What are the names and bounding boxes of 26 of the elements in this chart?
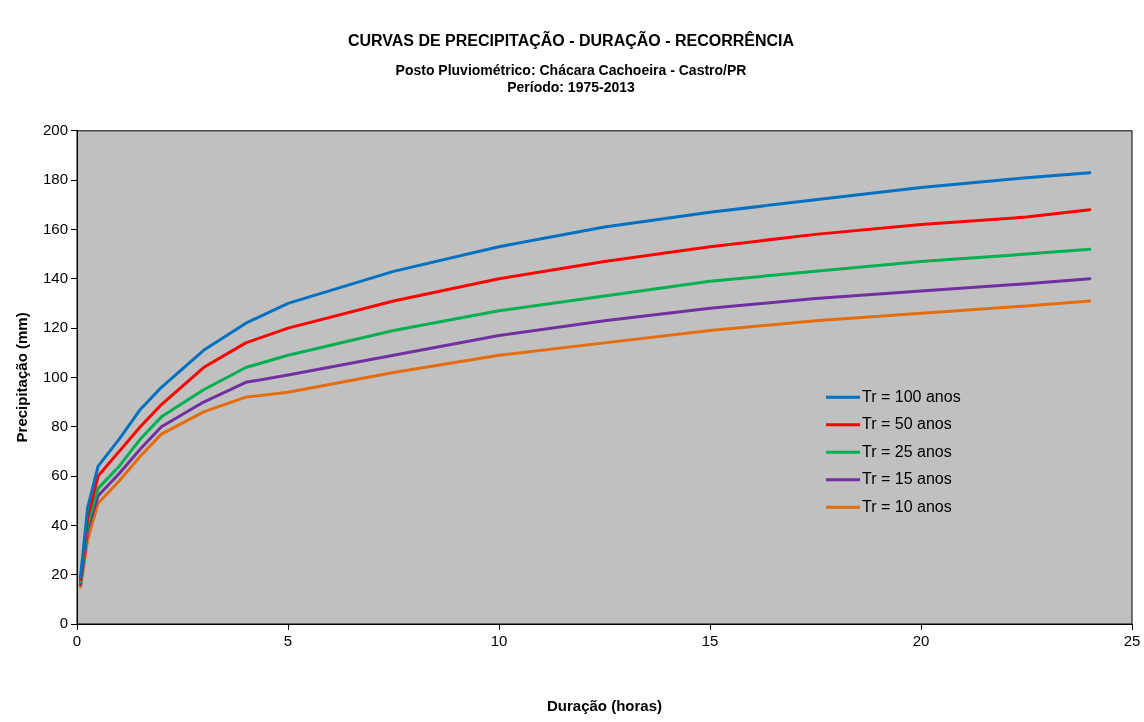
y-tick-label: 0 (59, 614, 69, 632)
chart-title: CURVAS DE PRECIPITAÇÃO - DURAÇÃO - RECORRÊNCIA (347, 30, 795, 50)
x-axis-title: Duração (horas) (547, 697, 663, 715)
legend-label: Tr = 10 anos (862, 497, 952, 515)
y-tick-label: 180 (43, 170, 69, 188)
y-tick-label: 140 (43, 268, 69, 286)
x-tick-label: 20 (912, 632, 930, 650)
x-tick-label: 25 (1123, 632, 1141, 650)
y-tick-label: 160 (43, 219, 69, 237)
y-tick-label: 60 (51, 466, 69, 484)
legend-label: Tr = 15 anos (862, 470, 952, 488)
y-tick-label: 120 (43, 318, 69, 336)
x-tick-label: 5 (283, 632, 293, 650)
chart-subtitle: Posto Pluviométrico: Chácara Cachoeira - Castro/PR Período: 1975-2013 (395, 62, 747, 96)
y-tick-label: 80 (51, 416, 69, 434)
x-tick-label: 10 (490, 632, 508, 650)
x-tick-label: 0 (72, 632, 82, 650)
x-tick-label: 15 (701, 632, 719, 650)
y-axis-title: Precipitação (mm) (13, 312, 31, 443)
y-tick-label: 200 (43, 120, 69, 138)
legend-label: Tr = 50 anos (862, 415, 952, 433)
legend-label: Tr = 100 anos (862, 387, 961, 405)
y-tick-label: 20 (51, 564, 69, 582)
y-tick-label: 40 (51, 515, 69, 533)
legend-label: Tr = 25 anos (862, 442, 952, 460)
y-tick-label: 100 (43, 367, 69, 385)
